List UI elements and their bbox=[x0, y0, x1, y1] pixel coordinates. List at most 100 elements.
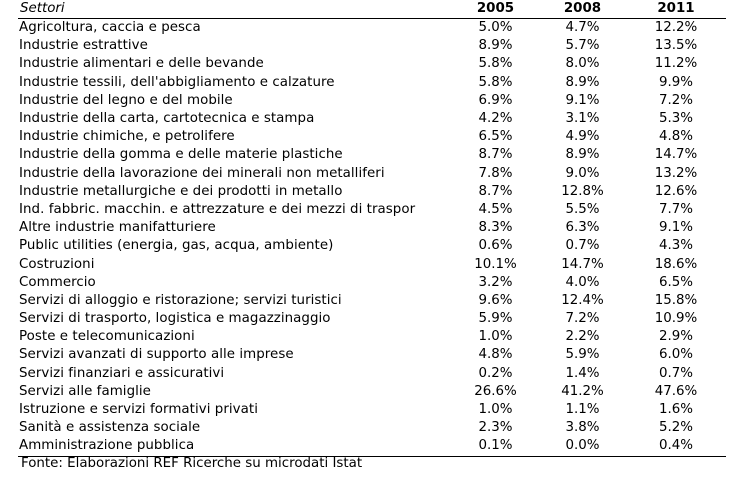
sector-cell: Altre industrie manifatturiere bbox=[19, 220, 216, 236]
sector-cell: Istruzione e servizi formativi privati bbox=[19, 402, 258, 418]
value-2011-cell: 13.5% bbox=[654, 38, 698, 54]
column-header-2008: 2008 bbox=[539, 0, 626, 19]
value-2005-cell: 8.3% bbox=[478, 220, 513, 236]
column-header-sector: Settori bbox=[18, 0, 452, 19]
sector-cell: Servizi di alloggio e ristorazione; serv… bbox=[19, 292, 342, 308]
value-2005-cell: 4.2% bbox=[478, 111, 513, 127]
table-row: Servizi avanzati di supporto alle impres… bbox=[18, 346, 726, 364]
value-2008-cell: 8.9% bbox=[565, 147, 600, 163]
table-row: Industrie del legno e del mobile 6.9% 9.1%… bbox=[18, 92, 726, 110]
source-note: Fonte: Elaborazioni REF Ricerche su micr… bbox=[21, 456, 363, 471]
table-row: Altre industrie manifatturiere 8.3% 6.3% 9.… bbox=[18, 219, 726, 237]
sector-cell: Servizi finanziari e assicurativi bbox=[19, 365, 225, 381]
value-2005-cell: 0.6% bbox=[478, 238, 513, 254]
sector-cell: Agricoltura, caccia e pesca bbox=[19, 20, 201, 36]
sector-cell: Industrie estrattive bbox=[19, 38, 148, 54]
value-2011-cell: 0.4% bbox=[626, 437, 726, 457]
table-row: Industrie chimiche, e petrolifere 6.5% 4.9… bbox=[18, 128, 726, 146]
table-row: Industrie estrattive 8.9% 5.7% 13.5% bbox=[18, 37, 726, 55]
value-2011-cell: 5.3% bbox=[658, 111, 694, 127]
sector-cell: Sanità e assistenza sociale bbox=[19, 420, 201, 436]
value-2005-cell: 2.3% bbox=[478, 420, 513, 436]
sector-cell: Industrie della gomma e delle materie pl… bbox=[19, 147, 343, 163]
value-2008-cell: 5.9% bbox=[565, 347, 600, 363]
sector-cell: Servizi alle famiglie bbox=[19, 383, 151, 399]
value-2011-cell: 12.2% bbox=[654, 20, 698, 36]
value-2008-cell: 5.5% bbox=[565, 201, 600, 217]
sector-cell: Industrie chimiche, e petrolifere bbox=[19, 129, 235, 145]
table-row: Ind. fabbric. macchin. e attrezzature e … bbox=[18, 201, 726, 219]
value-2005-cell: 9.6% bbox=[478, 292, 513, 308]
value-2011-cell: 4.3% bbox=[658, 238, 694, 254]
table-row: Public utilities (energia, gas, acqua, a… bbox=[18, 237, 726, 255]
value-2011-cell: 9.9% bbox=[658, 74, 694, 90]
value-2011-cell: 13.2% bbox=[654, 165, 698, 181]
column-header-2011: 2011 bbox=[626, 0, 726, 19]
sector-cell: Public utilities (energia, gas, acqua, a… bbox=[19, 238, 334, 254]
value-2011-cell: 9.1% bbox=[658, 220, 694, 236]
value-2008-cell: 9.0% bbox=[565, 165, 600, 181]
table-row: Commercio 3.2% 4.0% 6.5% bbox=[18, 274, 726, 292]
value-2005-cell: 8.7% bbox=[478, 183, 513, 199]
sector-cell: Commercio bbox=[19, 274, 96, 290]
header-row: Settori 2005 2008 2011 bbox=[18, 0, 726, 19]
value-2005-cell: 5.9% bbox=[478, 311, 513, 327]
value-2011-cell: 47.6% bbox=[654, 383, 698, 399]
sector-cell: Ind. fabbric. macchin. e attrezzature e … bbox=[19, 201, 416, 217]
value-2005-cell: 5.0% bbox=[478, 20, 513, 36]
value-2011-cell: 10.9% bbox=[654, 311, 698, 327]
sector-cell: Poste e telecomunicazioni bbox=[19, 329, 195, 345]
value-2005-cell: 1.0% bbox=[478, 402, 513, 418]
value-2005-cell: 4.8% bbox=[478, 347, 513, 363]
value-2005-cell: 5.8% bbox=[478, 74, 513, 90]
value-2005-cell: 4.5% bbox=[478, 201, 513, 217]
value-2008-cell: 8.0% bbox=[565, 56, 600, 72]
value-2005-cell: 10.1% bbox=[474, 256, 517, 272]
table-row: Servizi alle famiglie 26.6% 41.2% 47.6% bbox=[18, 383, 726, 401]
table-row: Servizi di alloggio e ristorazione; serv… bbox=[18, 292, 726, 310]
value-2011-cell: 4.8% bbox=[658, 129, 694, 145]
sector-cell: Industrie alimentari e delle bevande bbox=[19, 56, 264, 72]
value-2011-cell: 14.7% bbox=[654, 147, 698, 163]
table-row: Istruzione e servizi formativi privati 1.… bbox=[18, 401, 726, 419]
sector-cell: Servizi avanzati di supporto alle impres… bbox=[19, 347, 294, 363]
table-row: Industrie metallurgiche e dei prodotti i… bbox=[18, 183, 726, 201]
sector-cell: Amministrazione pubblica bbox=[18, 437, 452, 457]
table-row: Costruzioni 10.1% 14.7% 18.6% bbox=[18, 255, 726, 273]
table-body: Agricoltura, caccia e pesca 5.0% 4.7% 12.2%… bbox=[18, 19, 726, 457]
value-2005-cell: 6.9% bbox=[478, 92, 513, 108]
sector-cell: Industrie della lavorazione dei minerali… bbox=[19, 165, 385, 181]
value-2008-cell: 12.8% bbox=[561, 183, 604, 199]
value-2011-cell: 6.5% bbox=[658, 274, 694, 290]
value-2008-cell: 12.4% bbox=[561, 292, 604, 308]
value-2011-cell: 12.6% bbox=[654, 183, 698, 199]
value-2011-cell: 7.7% bbox=[658, 201, 694, 217]
sector-cell: Industrie del legno e del mobile bbox=[19, 92, 233, 108]
value-2008-cell: 41.2% bbox=[561, 383, 604, 399]
value-2008-cell: 9.1% bbox=[565, 92, 600, 108]
data-table-container: Settori 2005 2008 2011 Agricoltura, cacc… bbox=[18, 0, 726, 457]
value-2008-cell: 6.3% bbox=[565, 220, 600, 236]
value-2008-cell: 7.2% bbox=[565, 311, 600, 327]
table-row: Servizi finanziari e assicurativi 0.2% 1.4… bbox=[18, 365, 726, 383]
value-2005-cell: 26.6% bbox=[474, 383, 517, 399]
value-2005-cell: 8.9% bbox=[478, 38, 513, 54]
value-2011-cell: 2.9% bbox=[658, 329, 694, 345]
value-2008-cell: 0.7% bbox=[565, 238, 600, 254]
value-2008-cell: 4.0% bbox=[565, 274, 600, 290]
value-2008-cell: 4.9% bbox=[565, 129, 600, 145]
value-2008-cell: 5.7% bbox=[565, 38, 600, 54]
sector-table: Settori 2005 2008 2011 Agricoltura, cacc… bbox=[18, 0, 726, 457]
value-2011-cell: 15.8% bbox=[654, 292, 698, 308]
value-2008-cell: 1.4% bbox=[565, 365, 600, 381]
value-2005-cell: 3.2% bbox=[478, 274, 513, 290]
value-2008-cell: 0.0% bbox=[539, 437, 626, 457]
value-2008-cell: 2.2% bbox=[565, 329, 600, 345]
column-header-2005: 2005 bbox=[452, 0, 539, 19]
sector-cell: Costruzioni bbox=[19, 256, 95, 272]
table-row: Servizi di trasporto, logistica e magazz… bbox=[18, 310, 726, 328]
table-row: Agricoltura, caccia e pesca 5.0% 4.7% 12.2% bbox=[18, 19, 726, 38]
value-2005-cell: 8.7% bbox=[478, 147, 513, 163]
value-2011-cell: 7.2% bbox=[658, 92, 694, 108]
table-row: Industrie della lavorazione dei minerali… bbox=[18, 165, 726, 183]
